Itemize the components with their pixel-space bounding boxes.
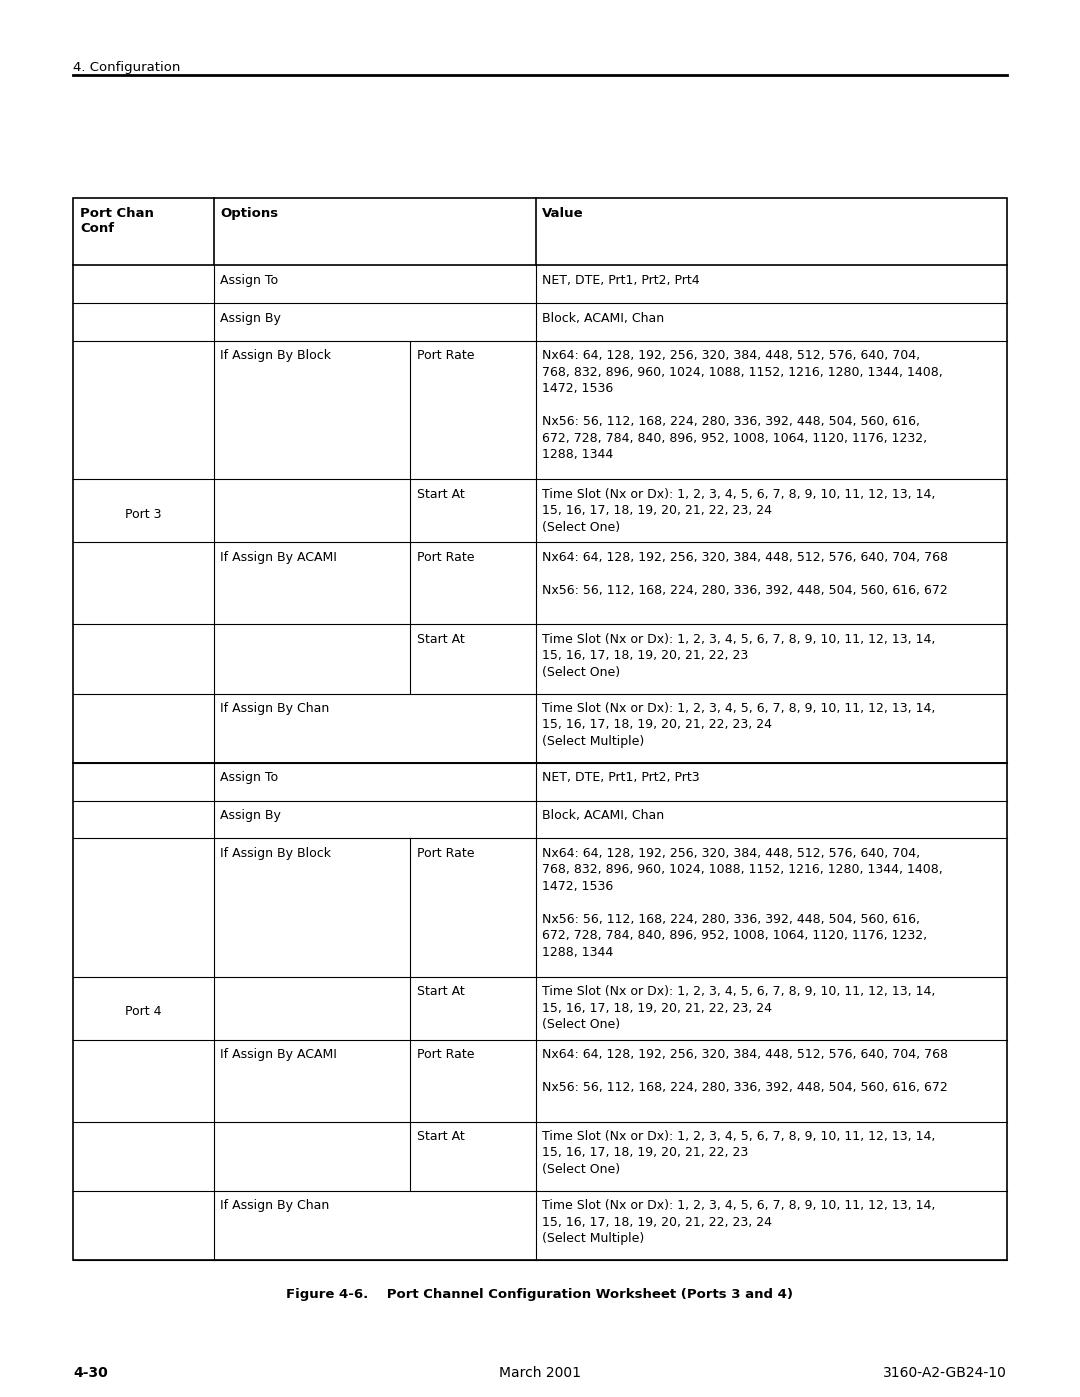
Text: Assign To: Assign To	[220, 274, 279, 286]
Text: Port Chan
Conf: Port Chan Conf	[80, 207, 153, 235]
Text: Nx64: 64, 128, 192, 256, 320, 384, 448, 512, 576, 640, 704,
768, 832, 896, 960, : Nx64: 64, 128, 192, 256, 320, 384, 448, …	[542, 847, 943, 958]
Text: Options: Options	[220, 207, 279, 219]
Text: Block, ACAMI, Chan: Block, ACAMI, Chan	[542, 809, 664, 821]
Text: If Assign By Chan: If Assign By Chan	[220, 701, 329, 715]
Text: Start At: Start At	[417, 633, 464, 645]
Text: 3160-A2-GB24-10: 3160-A2-GB24-10	[882, 1366, 1007, 1380]
Text: Assign By: Assign By	[220, 809, 281, 821]
Text: If Assign By Chan: If Assign By Chan	[220, 1199, 329, 1213]
Text: March 2001: March 2001	[499, 1366, 581, 1380]
Text: NET, DTE, Prt1, Prt2, Prt4: NET, DTE, Prt1, Prt2, Prt4	[542, 274, 700, 286]
Text: If Assign By ACAMI: If Assign By ACAMI	[220, 1048, 337, 1062]
Text: Start At: Start At	[417, 1130, 464, 1143]
Text: Time Slot (Nx or Dx): 1, 2, 3, 4, 5, 6, 7, 8, 9, 10, 11, 12, 13, 14,
15, 16, 17,: Time Slot (Nx or Dx): 1, 2, 3, 4, 5, 6, …	[542, 488, 935, 534]
Text: If Assign By ACAMI: If Assign By ACAMI	[220, 550, 337, 564]
Text: Port 3: Port 3	[125, 507, 162, 521]
Text: Time Slot (Nx or Dx): 1, 2, 3, 4, 5, 6, 7, 8, 9, 10, 11, 12, 13, 14,
15, 16, 17,: Time Slot (Nx or Dx): 1, 2, 3, 4, 5, 6, …	[542, 701, 935, 747]
Text: Start At: Start At	[417, 985, 464, 999]
Text: If Assign By Block: If Assign By Block	[220, 847, 332, 859]
Text: Port 4: Port 4	[125, 1004, 162, 1018]
Text: Start At: Start At	[417, 488, 464, 502]
Text: NET, DTE, Prt1, Prt2, Prt3: NET, DTE, Prt1, Prt2, Prt3	[542, 771, 700, 784]
Text: Time Slot (Nx or Dx): 1, 2, 3, 4, 5, 6, 7, 8, 9, 10, 11, 12, 13, 14,
15, 16, 17,: Time Slot (Nx or Dx): 1, 2, 3, 4, 5, 6, …	[542, 985, 935, 1031]
Text: Port Rate: Port Rate	[417, 349, 474, 362]
Text: If Assign By Block: If Assign By Block	[220, 349, 332, 362]
Text: Time Slot (Nx or Dx): 1, 2, 3, 4, 5, 6, 7, 8, 9, 10, 11, 12, 13, 14,
15, 16, 17,: Time Slot (Nx or Dx): 1, 2, 3, 4, 5, 6, …	[542, 1130, 935, 1176]
Text: Time Slot (Nx or Dx): 1, 2, 3, 4, 5, 6, 7, 8, 9, 10, 11, 12, 13, 14,
15, 16, 17,: Time Slot (Nx or Dx): 1, 2, 3, 4, 5, 6, …	[542, 1199, 935, 1245]
Text: 4. Configuration: 4. Configuration	[73, 61, 180, 74]
Text: Value: Value	[542, 207, 584, 219]
Text: Port Rate: Port Rate	[417, 550, 474, 564]
Text: Nx64: 64, 128, 192, 256, 320, 384, 448, 512, 576, 640, 704, 768

Nx56: 56, 112, : Nx64: 64, 128, 192, 256, 320, 384, 448, …	[542, 550, 948, 597]
Text: Time Slot (Nx or Dx): 1, 2, 3, 4, 5, 6, 7, 8, 9, 10, 11, 12, 13, 14,
15, 16, 17,: Time Slot (Nx or Dx): 1, 2, 3, 4, 5, 6, …	[542, 633, 935, 679]
Text: Nx64: 64, 128, 192, 256, 320, 384, 448, 512, 576, 640, 704,
768, 832, 896, 960, : Nx64: 64, 128, 192, 256, 320, 384, 448, …	[542, 349, 943, 461]
Text: Port Rate: Port Rate	[417, 847, 474, 859]
Text: Nx64: 64, 128, 192, 256, 320, 384, 448, 512, 576, 640, 704, 768

Nx56: 56, 112, : Nx64: 64, 128, 192, 256, 320, 384, 448, …	[542, 1048, 948, 1094]
Text: Port Rate: Port Rate	[417, 1048, 474, 1062]
Text: Figure 4-6.    Port Channel Configuration Worksheet (Ports 3 and 4): Figure 4-6. Port Channel Configuration W…	[286, 1288, 794, 1301]
Text: Assign To: Assign To	[220, 771, 279, 784]
Text: Assign By: Assign By	[220, 312, 281, 324]
Bar	[73, 198, 1007, 1260]
Text: 4-30: 4-30	[73, 1366, 108, 1380]
Text: Block, ACAMI, Chan: Block, ACAMI, Chan	[542, 312, 664, 324]
